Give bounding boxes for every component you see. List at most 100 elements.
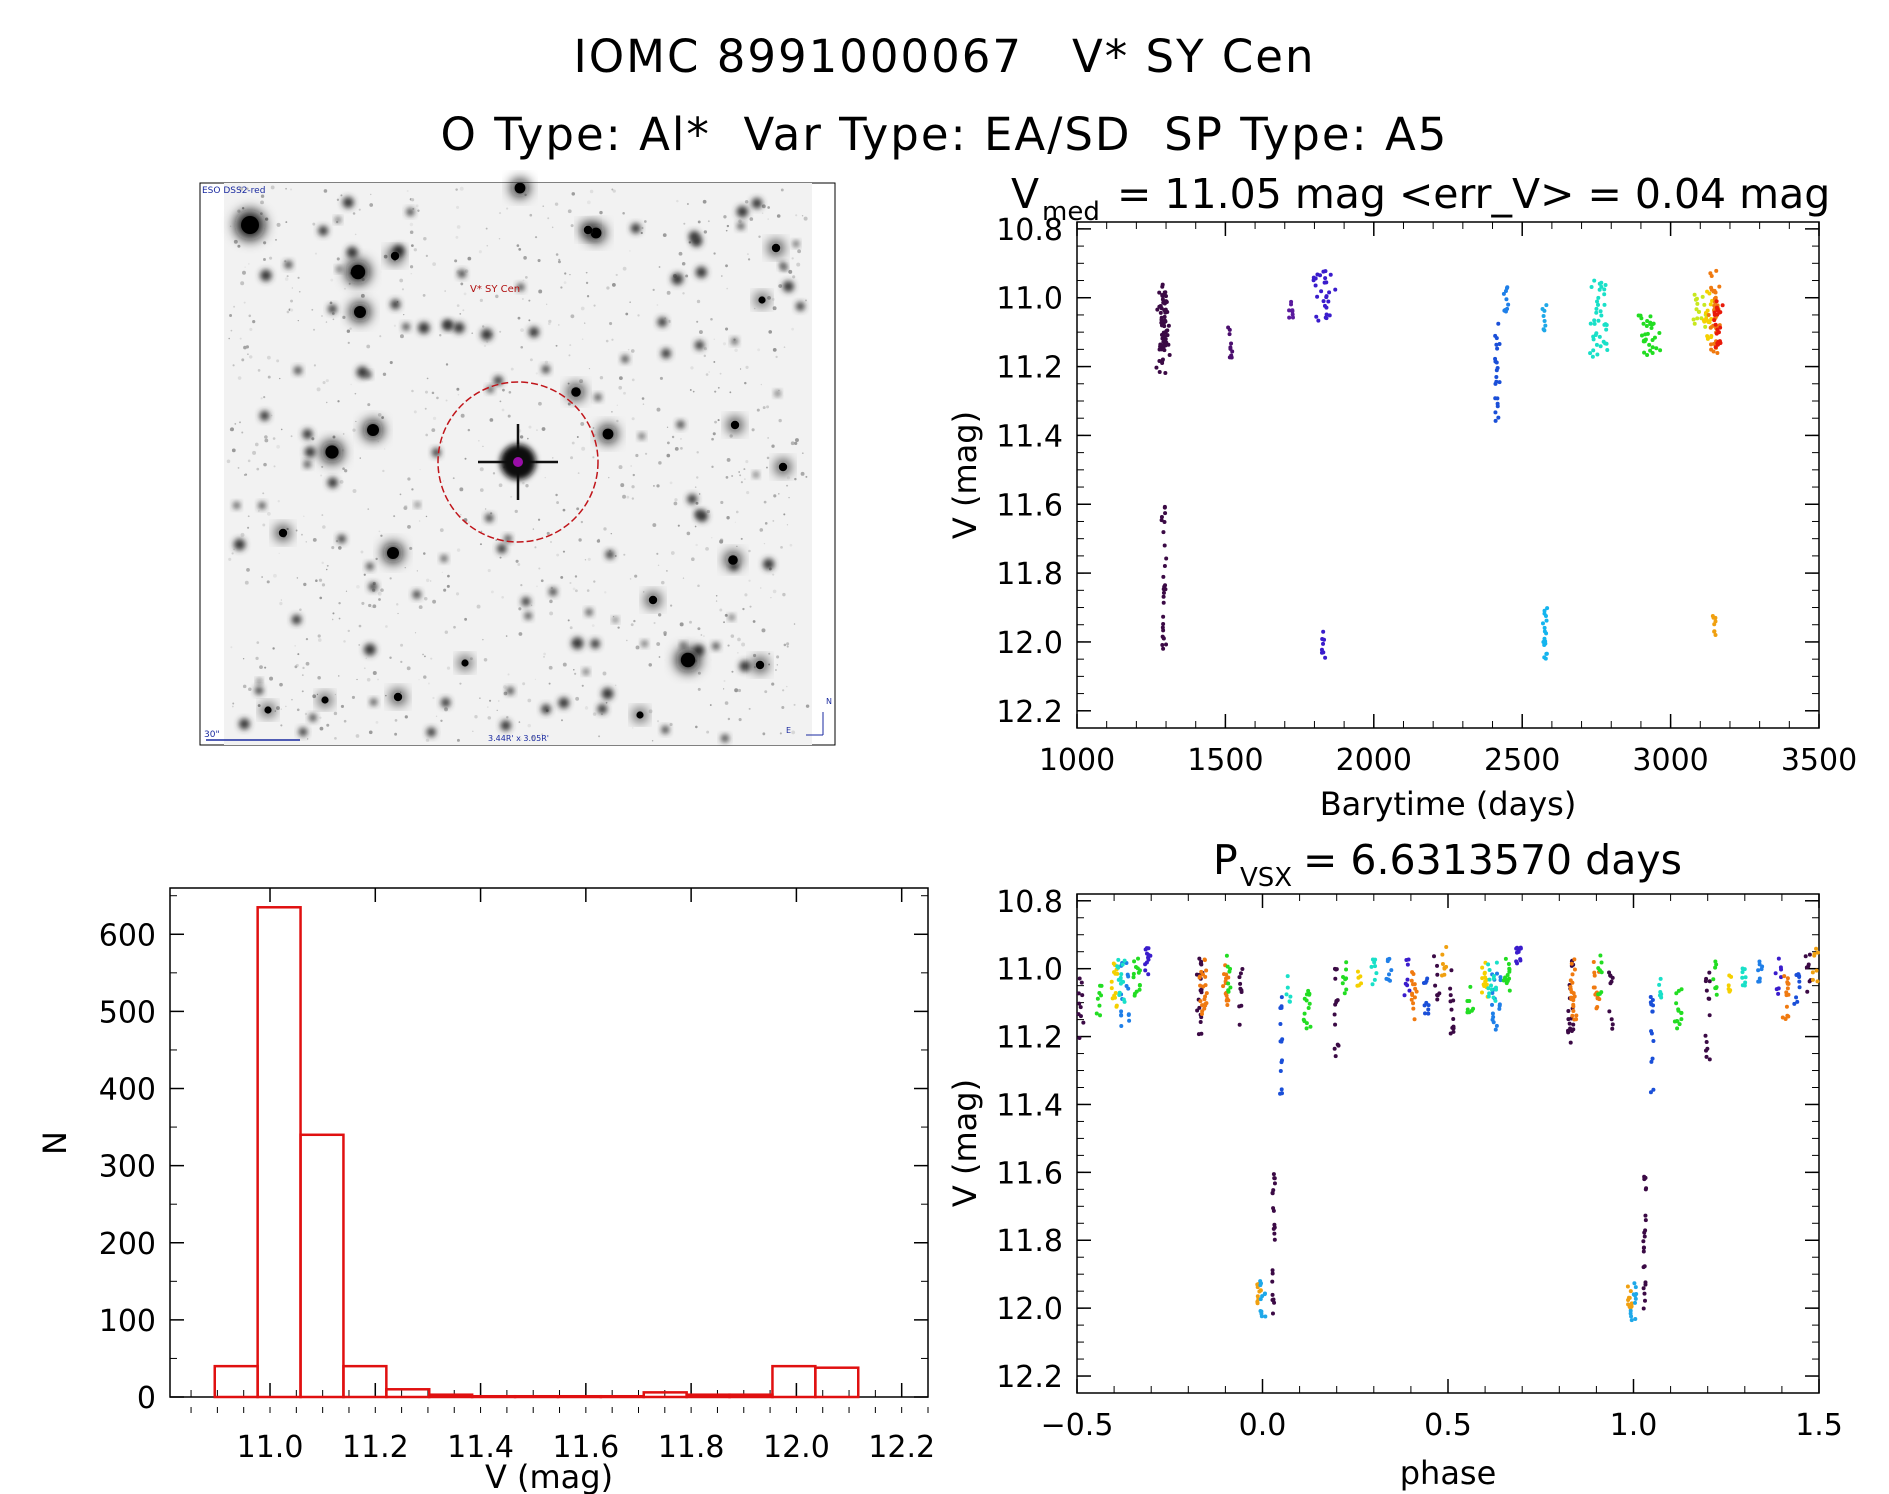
data-point xyxy=(1163,511,1168,516)
faint-star xyxy=(786,524,789,526)
y-tick-label: 500 xyxy=(99,995,156,1030)
data-point xyxy=(1654,346,1659,351)
data-point xyxy=(1742,983,1747,988)
data-point xyxy=(1159,306,1164,311)
faint-star xyxy=(442,480,445,482)
faint-star xyxy=(242,684,247,689)
bright-star-core xyxy=(393,692,403,702)
data-point xyxy=(1077,1001,1082,1006)
faint-star xyxy=(535,372,538,375)
data-point xyxy=(1599,960,1604,965)
faint-star xyxy=(478,250,482,254)
star xyxy=(304,446,316,458)
star xyxy=(676,420,685,429)
faint-star xyxy=(573,669,575,671)
data-point xyxy=(1161,628,1166,633)
faint-star xyxy=(366,344,371,349)
data-point xyxy=(1225,964,1230,969)
faint-star xyxy=(457,393,460,396)
faint-star xyxy=(740,481,743,484)
faint-star xyxy=(761,204,766,209)
data-point xyxy=(1097,1003,1102,1008)
faint-star xyxy=(290,435,293,438)
faint-star xyxy=(419,468,421,471)
data-point xyxy=(1160,625,1165,630)
data-point xyxy=(1271,1226,1276,1231)
x-tick-label: 11.0 xyxy=(237,1430,304,1465)
data-point xyxy=(1387,978,1392,983)
faint-star xyxy=(641,397,645,400)
data-point xyxy=(1707,979,1712,984)
faint-star xyxy=(354,392,357,395)
histogram-bar xyxy=(599,1394,645,1399)
data-point xyxy=(1643,1175,1648,1180)
faint-star xyxy=(499,330,502,333)
data-point xyxy=(1131,971,1136,976)
faint-star xyxy=(630,623,634,627)
faint-star xyxy=(478,440,480,442)
faint-star xyxy=(783,346,786,348)
faint-star xyxy=(487,569,491,573)
faint-star xyxy=(756,408,760,412)
faint-star xyxy=(670,604,673,607)
faint-star xyxy=(230,329,233,332)
data-point xyxy=(1158,343,1163,348)
faint-star xyxy=(700,634,703,636)
faint-star xyxy=(319,596,323,600)
star xyxy=(601,687,614,700)
faint-star xyxy=(338,617,341,620)
faint-star xyxy=(401,288,405,291)
star xyxy=(260,269,272,282)
faint-star xyxy=(377,591,382,596)
faint-star xyxy=(348,282,351,285)
data-point xyxy=(1569,961,1574,966)
faint-star xyxy=(326,401,328,404)
faint-star xyxy=(312,537,317,542)
data-point xyxy=(1412,1017,1417,1022)
faint-star xyxy=(695,543,698,547)
faint-star xyxy=(550,541,552,543)
faint-star xyxy=(551,226,554,229)
faint-star xyxy=(444,707,448,712)
faint-star xyxy=(415,204,419,208)
faint-star xyxy=(455,188,458,191)
faint-star xyxy=(495,294,499,299)
faint-star xyxy=(326,723,330,727)
data-point xyxy=(1132,959,1137,964)
faint-star xyxy=(296,708,300,712)
faint-star xyxy=(591,624,595,627)
faint-star xyxy=(321,465,324,468)
data-point xyxy=(1760,964,1765,969)
faint-star xyxy=(464,617,468,621)
finder-survey-label: ESO DSS2-red xyxy=(202,186,265,196)
data-point xyxy=(1597,997,1602,1002)
faint-star xyxy=(656,642,661,646)
faint-star xyxy=(263,462,267,467)
faint-star xyxy=(378,530,381,533)
faint-star xyxy=(522,682,526,686)
star xyxy=(671,273,684,285)
faint-star xyxy=(631,417,635,421)
faint-star xyxy=(616,419,619,423)
faint-star xyxy=(703,635,705,638)
faint-star xyxy=(463,292,467,296)
data-point xyxy=(1116,957,1121,962)
faint-star xyxy=(267,512,271,516)
bright-star-core xyxy=(325,445,339,459)
faint-star xyxy=(247,515,250,518)
faint-star xyxy=(596,539,601,543)
light-curve-title-base: V xyxy=(1011,170,1039,218)
faint-star xyxy=(796,262,801,267)
data-point xyxy=(1315,294,1320,299)
data-point xyxy=(1596,302,1601,307)
data-point xyxy=(1714,992,1719,997)
faint-star xyxy=(359,457,361,459)
data-point xyxy=(1223,991,1228,996)
faint-star xyxy=(795,214,798,217)
faint-star xyxy=(592,427,595,429)
x-tick-label: 1000 xyxy=(1039,743,1115,778)
data-point xyxy=(1409,997,1414,1002)
faint-star xyxy=(653,621,656,625)
faint-star xyxy=(622,212,625,215)
faint-star xyxy=(316,693,319,696)
